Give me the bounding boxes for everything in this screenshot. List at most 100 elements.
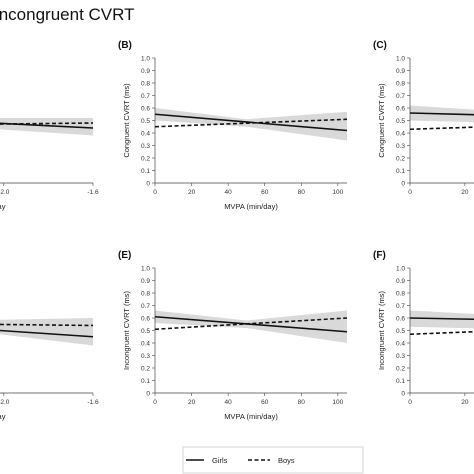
y-tick-label: 0.5 (141, 118, 150, 125)
ci-band (155, 310, 347, 343)
figure-title: Incongruent CVRT (0, 5, 134, 24)
panel-a: -2.0 -1.6 …ient per Day (0, 118, 99, 211)
panel-c: 00.10.20.30.40.50.60.70.80.91.0020Averag… (373, 40, 474, 196)
series-line-girls (409, 112, 474, 116)
y-tick-label: 0.7 (396, 93, 405, 100)
y-axis-label: Incongruent CVRT (ms) (122, 291, 131, 370)
x-tick-label: 0 (153, 189, 157, 196)
series-line-girls (154, 315, 348, 333)
y-tick-label: 0.1 (141, 168, 150, 175)
x-axis-label: …ient per Day (0, 412, 6, 421)
y-tick-label: 0.7 (141, 303, 150, 310)
y-tick-label: 0.3 (141, 143, 150, 150)
y-tick-label: 0.4 (141, 340, 150, 347)
x-tick-label: 0 (408, 399, 412, 406)
y-tick-label: 0.1 (396, 168, 405, 175)
legend-box (182, 446, 364, 474)
y-tick-label: 0 (401, 390, 405, 397)
y-tick-label: 0.9 (141, 68, 150, 75)
series-line-girls (0, 329, 94, 338)
x-tick-label: 40 (225, 189, 233, 196)
series-line-boys (0, 122, 94, 125)
ci-band (155, 108, 347, 141)
y-tick-label: 0.2 (141, 365, 150, 372)
y-tick-label: 1.0 (396, 265, 405, 272)
y-tick-label: 0.5 (396, 328, 405, 335)
y-tick-label: 0 (401, 180, 405, 187)
series-line-boys (409, 126, 474, 131)
panel-label: (E) (118, 250, 131, 261)
y-axis-label: Congruent CVRT (ms) (377, 83, 386, 158)
y-tick-label: 0.5 (396, 118, 405, 125)
y-tick-label: 0.3 (396, 143, 405, 150)
y-tick-label: 0.5 (141, 328, 150, 335)
y-tick-label: 0 (146, 390, 150, 397)
y-tick-label: 0.8 (396, 290, 405, 297)
y-tick-label: 0.8 (141, 80, 150, 87)
y-tick-label: 1.0 (396, 55, 405, 62)
y-tick-label: 0.2 (141, 155, 150, 162)
panel-f: 00.10.20.30.40.50.60.70.80.91.0020Averag… (373, 250, 474, 406)
x-axis-label: MVPA (min/day) (224, 202, 278, 211)
x-tick-label: 100 (332, 189, 343, 196)
y-tick-label: 0.3 (396, 353, 405, 360)
legend-girls-label: Girls (212, 456, 228, 465)
x-tick-label: -2.0 (0, 399, 10, 406)
panel-label: (C) (373, 40, 387, 51)
panel-d: -2.0 -1.6 …ient per Day (0, 318, 99, 421)
x-tick-label: -2.0 (0, 189, 10, 196)
x-tick-label: 0 (408, 189, 412, 196)
series-line-boys (0, 323, 94, 327)
y-axis-label: Congruent CVRT (ms) (122, 83, 131, 158)
y-tick-label: 1.0 (141, 265, 150, 272)
y-tick-label: 0.4 (396, 130, 405, 137)
series-line-girls (154, 113, 348, 132)
y-tick-label: 0.6 (396, 315, 405, 322)
panel-label: (B) (118, 40, 132, 51)
x-tick-label: 20 (461, 399, 469, 406)
y-axis-label: Incongruent CVRT (ms) (377, 291, 386, 370)
legend-boys-label: Boys (278, 456, 295, 465)
ci-band (0, 118, 93, 136)
y-tick-label: 0.7 (141, 93, 150, 100)
x-tick-label: 20 (188, 399, 196, 406)
x-tick-label: 60 (261, 399, 269, 406)
y-tick-label: 0.7 (396, 303, 405, 310)
y-tick-label: 0.6 (141, 105, 150, 112)
panels: -2.0 -1.6 …ient per Day 0 0.1 0.2 0.3 0.4 0.5 0.6… (0, 40, 474, 421)
y-tick-label: 0.3 (141, 353, 150, 360)
x-tick-label: 60 (261, 189, 269, 196)
legend: Girls Boys (182, 446, 364, 474)
x-tick-label: 20 (461, 189, 469, 196)
y-tick-label: 0.9 (396, 278, 405, 285)
ci-band (410, 105, 474, 123)
series-line-girls (0, 122, 94, 129)
y-tick-label: 0.6 (396, 105, 405, 112)
y-tick-label: 0.8 (141, 290, 150, 297)
y-tick-label: 0.2 (396, 155, 405, 162)
ci-band (410, 310, 474, 329)
y-tick-label: 0.4 (396, 340, 405, 347)
x-tick-label: 20 (188, 189, 196, 196)
y-tick-label: 0.9 (396, 68, 405, 75)
y-tick-label: 0 (146, 180, 150, 187)
x-tick-label: 40 (225, 399, 233, 406)
panel-e: 0 0.1 0.2 0.3 0.4 0.5 0.6 0.7 0.8 0.9 1.0 0 20 40 60 80… (118, 250, 348, 421)
y-tick-label: 0.6 (141, 315, 150, 322)
x-tick-label: 0 (153, 399, 157, 406)
series-line-girls (409, 317, 474, 321)
x-tick-label: 80 (298, 189, 306, 196)
y-tick-label: 0.1 (396, 378, 405, 385)
panel-b: 0 0.1 0.2 0.3 0.4 0.5 0.6 0.7 0.8 0.9 1.0 0 20 40 60 80… (118, 40, 348, 211)
x-tick-label: -1.6 (87, 189, 99, 196)
x-tick-label: -1.6 (87, 399, 99, 406)
y-tick-label: 1.0 (141, 55, 150, 62)
y-tick-label: 0.9 (141, 278, 150, 285)
x-axis-label: …ient per Day (0, 202, 6, 211)
y-tick-label: 0.2 (396, 365, 405, 372)
x-tick-label: 100 (332, 399, 343, 406)
panel-label: (F) (373, 250, 386, 261)
x-axis-label: MVPA (min/day) (224, 412, 278, 421)
y-tick-label: 0.8 (396, 80, 405, 87)
